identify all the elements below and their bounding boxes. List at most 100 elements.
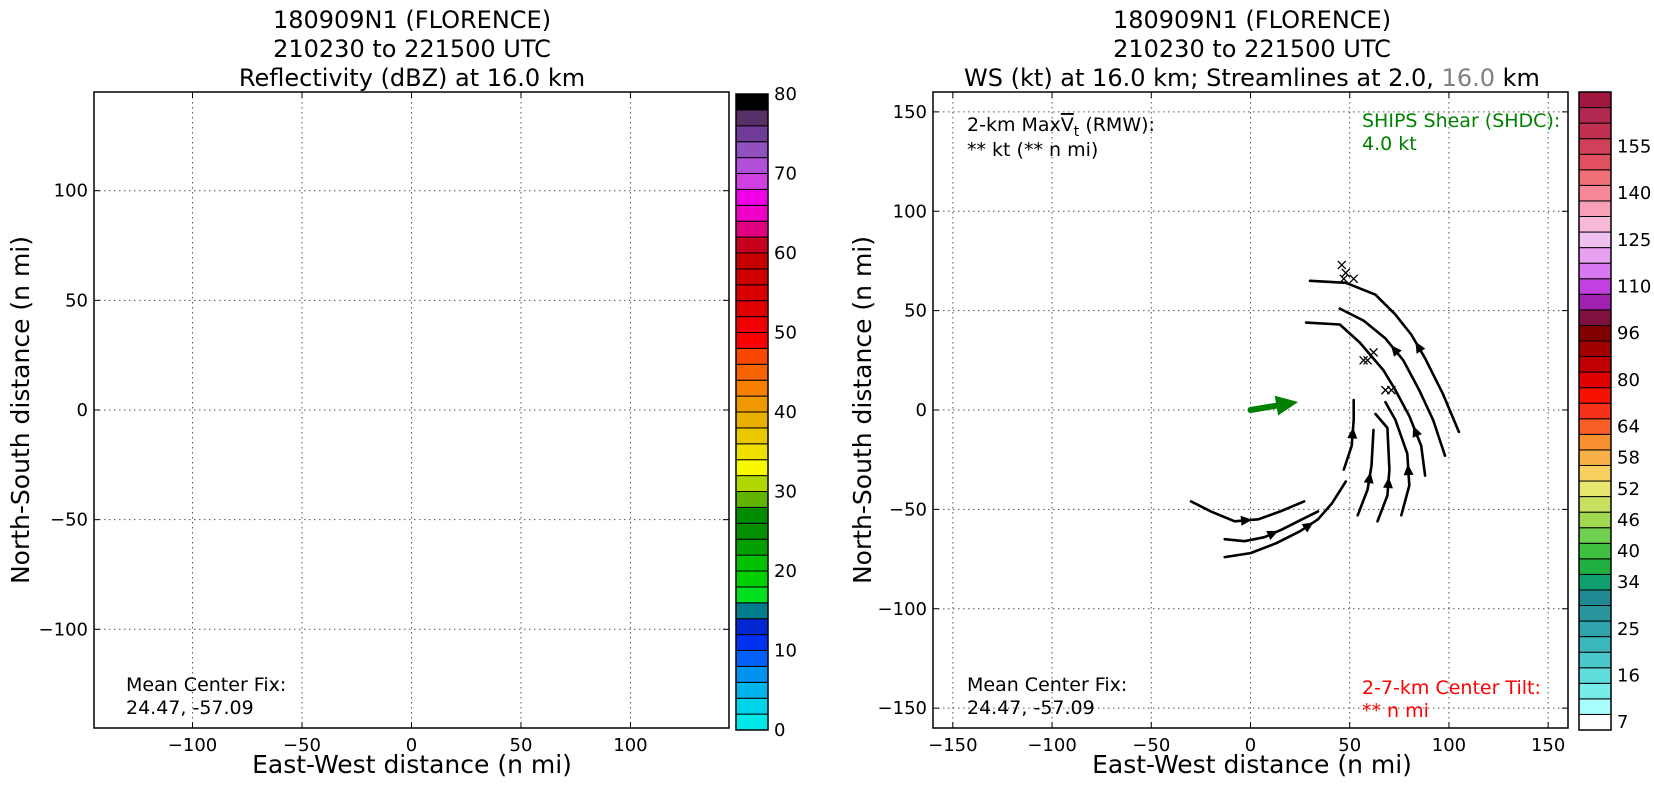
- right-gridlines: [933, 92, 1568, 728]
- right-y-tick-label: 0: [916, 400, 927, 421]
- left-x-tick-label: 0: [406, 735, 417, 756]
- left-colorbar-bin: [735, 427, 769, 445]
- streamline-arrowhead: [1301, 522, 1314, 533]
- right-colorbar-bin: [1578, 682, 1612, 700]
- left-colorbar-bin: [735, 459, 769, 477]
- left-colorbar-bin: [735, 284, 769, 302]
- left-colorbar-bin: [735, 220, 769, 238]
- right-vmax-line-2: ** kt (** n mi): [967, 139, 1098, 161]
- left-colorbar-tick-label: 50: [774, 323, 797, 344]
- right-shear-value: 4.0 kt: [1362, 133, 1417, 155]
- left-colorbar-bin: [735, 554, 769, 572]
- right-colorbar-bin: [1578, 371, 1612, 389]
- right-x-tick-label: −150: [928, 735, 977, 756]
- left-x-tick-label: −50: [283, 735, 321, 756]
- right-colorbar-bin: [1578, 324, 1612, 342]
- left-panel: 180909N1 (FLORENCE) 210230 to 221500 UTC…: [6, 6, 797, 779]
- streamline: [1384, 400, 1411, 517]
- streamline-arrowhead: [1266, 530, 1279, 540]
- left-colorbar-bin: [735, 125, 769, 143]
- left-center-fix-label: Mean Center Fix:: [126, 674, 286, 696]
- left-colorbar-tick-label: 30: [774, 482, 797, 503]
- right-title-line-3-suffix: km: [1503, 64, 1540, 92]
- right-colorbar-bin: [1578, 138, 1612, 155]
- left-ticks: −100 −50 0 50 100 −100 −50 0 50 100: [39, 92, 729, 756]
- right-y-tick-label: −150: [878, 698, 927, 719]
- streamline-arrowhead: [1403, 464, 1414, 476]
- left-colorbar-bin: [735, 157, 769, 175]
- right-colorbar-bin: [1578, 231, 1612, 249]
- right-colorbar-tick-label: 64: [1617, 417, 1640, 438]
- left-colorbar-bin: [735, 650, 769, 667]
- center-fix-marker: [1369, 347, 1378, 357]
- right-center-fix-value: 24.47, -57.09: [967, 697, 1095, 719]
- right-colorbar-tick-label: 155: [1617, 136, 1651, 157]
- left-colorbar-bin: [735, 411, 769, 429]
- left-center-fix-value: 24.47, -57.09: [126, 697, 254, 719]
- right-y-tick-label: 50: [904, 301, 927, 322]
- right-colorbar-bin: [1578, 107, 1612, 124]
- right-colorbar-tick-label: 7: [1617, 712, 1628, 733]
- right-colorbar-tick-label: 46: [1617, 510, 1640, 531]
- left-colorbar-bin: [735, 681, 769, 699]
- right-colorbar-bin: [1578, 387, 1612, 404]
- left-colorbar-bin: [735, 109, 769, 127]
- streamline-arrowhead: [1390, 345, 1402, 357]
- streamline: [1356, 428, 1375, 517]
- right-shear-label: SHIPS Shear (SHDC):: [1362, 110, 1560, 132]
- right-colorbar-tick-label: 140: [1617, 183, 1651, 204]
- right-colorbar-bin: [1578, 449, 1612, 466]
- left-colorbar-bin: [735, 522, 769, 540]
- right-vmax-subscript: t: [1074, 124, 1080, 140]
- right-colorbar-bin: [1578, 636, 1612, 653]
- left-x-axis-label: East-West distance (n mi): [252, 750, 572, 779]
- left-y-axis-label: North-South distance (n mi): [6, 236, 35, 584]
- left-colorbar-bin: [735, 506, 769, 524]
- left-colorbar-bin: [735, 665, 769, 683]
- left-colorbar-bin: [735, 316, 769, 334]
- right-vmax-symbol: V: [1061, 114, 1074, 136]
- right-shear-vector: [1247, 395, 1299, 416]
- left-colorbar-bin: [735, 586, 769, 604]
- right-tilt-value: ** n mi: [1362, 700, 1429, 722]
- right-panel: 180909N1 (FLORENCE) 210230 to 221500 UTC…: [848, 6, 1651, 779]
- right-colorbar-tick-label: 96: [1617, 323, 1640, 344]
- right-colorbar-tick-label: 58: [1617, 448, 1640, 469]
- right-title-line-3-prefix: WS (kt) at 16.0 km; Streamlines at 2.0,: [964, 64, 1434, 92]
- left-colorbar-bin: [735, 300, 769, 318]
- right-colorbar-tick-label: 25: [1617, 619, 1640, 640]
- left-colorbar-bin: [735, 141, 769, 159]
- left-title-line-3: Reflectivity (dBZ) at 16.0 km: [239, 64, 585, 92]
- left-colorbar-bin: [735, 268, 769, 286]
- center-fix-marker: [1363, 355, 1373, 365]
- right-colorbar-bin: [1578, 184, 1612, 202]
- left-colorbar-tick-label: 80: [774, 84, 797, 105]
- left-colorbar-tick-label: 10: [774, 641, 797, 662]
- streamline: [1223, 480, 1348, 559]
- left-colorbar-bin: [735, 570, 769, 588]
- right-colorbar-bin: [1578, 122, 1612, 140]
- right-colorbar-tick-label: 80: [1617, 370, 1640, 391]
- right-y-tick-label: 150: [893, 102, 927, 123]
- left-colorbar-tick-label: 60: [774, 243, 797, 264]
- streamline: [1338, 307, 1447, 457]
- right-title-line-1: 180909N1 (FLORENCE): [1113, 6, 1391, 34]
- right-colorbar-bin: [1578, 698, 1612, 715]
- center-fix-marker: [1349, 274, 1359, 284]
- left-y-tick-label: 100: [54, 181, 88, 202]
- right-colorbar-tick-label: 40: [1617, 541, 1640, 562]
- right-title-line-3: WS (kt) at 16.0 km; Streamlines at 2.0, …: [964, 64, 1540, 92]
- center-fix-marker: [1359, 355, 1369, 365]
- right-colorbar-tick-label: 34: [1617, 572, 1640, 593]
- streamline-arrowhead: [1347, 427, 1358, 439]
- right-x-tick-label: −100: [1027, 735, 1076, 756]
- center-fix-marker: [1337, 260, 1347, 270]
- right-colorbar-bin: [1578, 153, 1612, 171]
- right-colorbar-bin: [1578, 200, 1612, 217]
- right-colorbar-bin: [1578, 278, 1612, 295]
- left-colorbar-tick-label: 40: [774, 402, 797, 423]
- right-y-tick-label: −50: [889, 499, 927, 520]
- right-vmax-prefix: 2-km Max: [967, 114, 1061, 136]
- right-x-axis-label: East-West distance (n mi): [1092, 750, 1412, 779]
- left-colorbar-bin: [735, 491, 769, 508]
